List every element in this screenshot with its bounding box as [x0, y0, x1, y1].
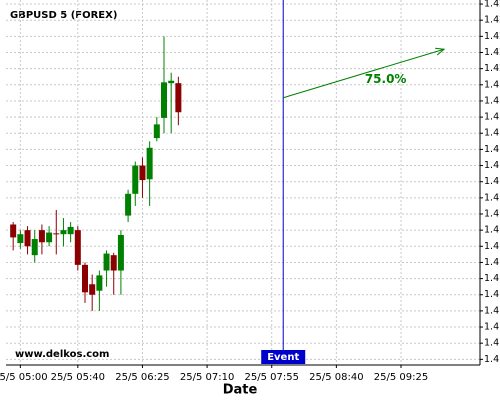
candle-body — [117, 234, 124, 271]
x-tick-label: 25/5 06:25 — [115, 372, 169, 383]
candle-body — [89, 284, 96, 295]
watermark: www.delkos.com — [15, 349, 109, 360]
candle-body — [17, 234, 24, 244]
chart-title: GBPUSD 5 (FOREX) — [10, 10, 117, 21]
y-tick-label: 1.4187 — [484, 176, 500, 187]
y-tick-label: 1.4209 — [484, 0, 500, 10]
candle-body — [168, 80, 175, 84]
candle-body — [46, 232, 53, 243]
y-tick-label: 1.4173 — [484, 289, 500, 300]
candle-body — [10, 224, 17, 238]
y-tick-label: 1.4185 — [484, 192, 500, 203]
y-tick-label: 1.4193 — [484, 128, 500, 139]
x-tick-label: 25/5 07:55 — [245, 372, 299, 383]
y-tick-label: 1.4205 — [484, 31, 500, 42]
candle-body — [24, 230, 31, 247]
x-tick-label: 25/5 07:10 — [180, 372, 234, 383]
candle-body — [139, 165, 146, 181]
candle-body — [67, 226, 74, 235]
arrow-head — [435, 47, 446, 56]
candle-body — [60, 230, 67, 235]
y-tick-label: 1.4203 — [484, 47, 500, 58]
candle-body — [31, 239, 38, 256]
candle-body — [103, 253, 110, 271]
candle-body — [175, 83, 182, 113]
candle-body — [110, 255, 117, 271]
x-tick-label: 25/5 09:25 — [374, 372, 428, 383]
x-tick-label: 25/5 08:40 — [309, 372, 363, 383]
candle-body — [38, 230, 45, 243]
candle-body — [53, 233, 60, 235]
candle-body — [153, 124, 160, 139]
y-tick-label: 1.4171 — [484, 305, 500, 316]
y-tick-label: 1.4207 — [484, 15, 500, 26]
candle-body — [74, 230, 81, 265]
y-tick-label: 1.4181 — [484, 225, 500, 236]
y-tick-label: 1.4165 — [484, 354, 500, 365]
y-tick-label: 1.4199 — [484, 79, 500, 90]
event-box — [261, 350, 306, 364]
candle-body — [96, 275, 103, 291]
y-tick-label: 1.4195 — [484, 112, 500, 123]
y-tick-label: 1.4191 — [484, 144, 500, 155]
candle-body — [132, 165, 139, 194]
candle-body — [125, 193, 132, 216]
y-tick-label: 1.4177 — [484, 257, 500, 268]
y-tick-label: 1.4183 — [484, 208, 500, 219]
x-axis-label: Date — [223, 383, 258, 398]
x-tick-label: 25/5 05:00 — [0, 372, 48, 383]
y-tick-label: 1.4175 — [484, 273, 500, 284]
forecast-arrow — [283, 48, 445, 99]
y-tick-label: 1.4167 — [484, 338, 500, 349]
y-tick-label: 1.4169 — [484, 322, 500, 333]
candle-body — [146, 147, 153, 180]
candle-body — [161, 82, 167, 118]
event-label: Event — [267, 352, 299, 363]
y-tick-label: 1.4201 — [484, 63, 500, 74]
y-tick-label: 1.4179 — [484, 241, 500, 252]
y-tick-label: 1.4197 — [484, 95, 500, 106]
forecast-label: 75.0% — [365, 72, 407, 86]
candle-body — [82, 264, 88, 293]
x-tick-label: 25/5 05:40 — [51, 372, 105, 383]
y-tick-label: 1.4189 — [484, 160, 500, 171]
